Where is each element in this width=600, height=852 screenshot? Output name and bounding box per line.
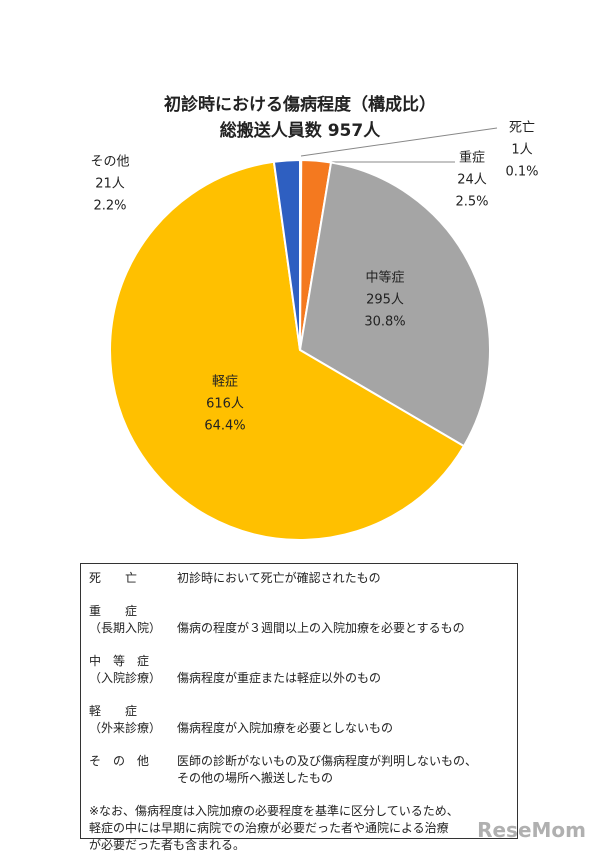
slice-label: 軽症 bbox=[212, 375, 238, 390]
spacer bbox=[89, 737, 509, 753]
definition-row: （入院診療） 傷病程度が重症または軽症以外のもの bbox=[89, 670, 509, 687]
value-label: 616人 bbox=[206, 397, 244, 412]
definition-row: そ の 他 医師の診断がないもの及び傷病程度が判明しないもの、 bbox=[89, 753, 509, 770]
definition-text: 初診時において死亡が確認されたもの bbox=[177, 571, 381, 585]
percent-label: 2.5% bbox=[455, 195, 488, 210]
definition-text: 傷病程度が重症または軽症以外のもの bbox=[177, 671, 382, 685]
pie-slice bbox=[298, 161, 491, 448]
slice-label: 死亡 bbox=[509, 121, 535, 136]
definition-term: （外来診療） bbox=[89, 721, 162, 735]
spacer bbox=[89, 637, 509, 653]
definition-row: （長期入院） 傷病の程度が３週間以上の入院加療を必要とするもの bbox=[89, 620, 509, 637]
definition-text: 医師の診断がないもの及び傷病程度が判明しないもの、 bbox=[177, 754, 478, 768]
value-label: 24人 bbox=[457, 173, 487, 188]
percent-label: 0.1% bbox=[505, 165, 538, 180]
definition-term: （入院診療） bbox=[89, 671, 162, 685]
definitions-box: 死 亡 初診時において死亡が確認されたもの重 症 （長期入院） 傷病の程度が３週間以上… bbox=[80, 563, 518, 852]
note-line: 軽症の中には早期に病院での治療が必要だった者や通院による治療 bbox=[89, 821, 449, 835]
value-label: 295人 bbox=[366, 293, 404, 308]
slice-label: 重症 bbox=[459, 150, 485, 166]
value-label: 1人 bbox=[511, 143, 532, 158]
note-line: ※なお、傷病程度は入院加療の必要程度を基準に区分しているため、 bbox=[89, 804, 459, 818]
note-line: が必要だった者も含まれる。 bbox=[89, 838, 246, 852]
spacer bbox=[89, 687, 509, 703]
definition-text: 傷病の程度が３週間以上の入院加療を必要とするもの bbox=[177, 621, 465, 635]
slice-label: その他 bbox=[90, 155, 129, 170]
chart: 初診時における傷病程度（構成比） 総搬送人員数 957人 死亡 1人 0.1% 重症 2… bbox=[90, 94, 539, 541]
definition-row: 軽 症 bbox=[89, 703, 509, 720]
definition-text: その他の場所へ搬送したもの bbox=[177, 771, 334, 785]
definition-row: 重 症 bbox=[89, 603, 509, 620]
definition-row: （外来診療） 傷病程度が入院加療を必要としないもの bbox=[89, 720, 509, 737]
percent-label: 64.4% bbox=[204, 419, 245, 434]
chart-subtitle: 総搬送人員数 957人 bbox=[220, 120, 381, 141]
pie-slice bbox=[109, 160, 466, 541]
definition-row: 死 亡 初診時において死亡が確認されたもの bbox=[89, 570, 509, 587]
definition-term: そ の 他 bbox=[89, 754, 150, 768]
definition-term: 中 等 症 bbox=[89, 654, 150, 668]
leader-line bbox=[300, 127, 498, 157]
definition-term: 死 亡 bbox=[89, 571, 138, 585]
pie-slice bbox=[272, 158, 301, 351]
spacer bbox=[89, 587, 509, 603]
value-label: 21人 bbox=[95, 177, 125, 192]
watermark: ReseMom bbox=[477, 818, 586, 842]
definition-row: その他の場所へ搬送したもの bbox=[89, 770, 509, 787]
definition-term: （長期入院） bbox=[89, 621, 162, 635]
definition-term: 重 症 bbox=[89, 604, 138, 618]
spacer bbox=[89, 787, 509, 803]
percent-label: 30.8% bbox=[364, 315, 405, 330]
percent-label: 2.2% bbox=[93, 199, 126, 214]
slice-label: 中等症 bbox=[365, 270, 404, 286]
chart-title: 初診時における傷病程度（構成比） bbox=[164, 94, 436, 115]
definition-term bbox=[89, 770, 177, 787]
definition-term: 軽 症 bbox=[89, 704, 138, 718]
definition-text: 傷病程度が入院加療を必要としないもの bbox=[177, 721, 394, 735]
definition-row: 中 等 症 bbox=[89, 653, 509, 670]
